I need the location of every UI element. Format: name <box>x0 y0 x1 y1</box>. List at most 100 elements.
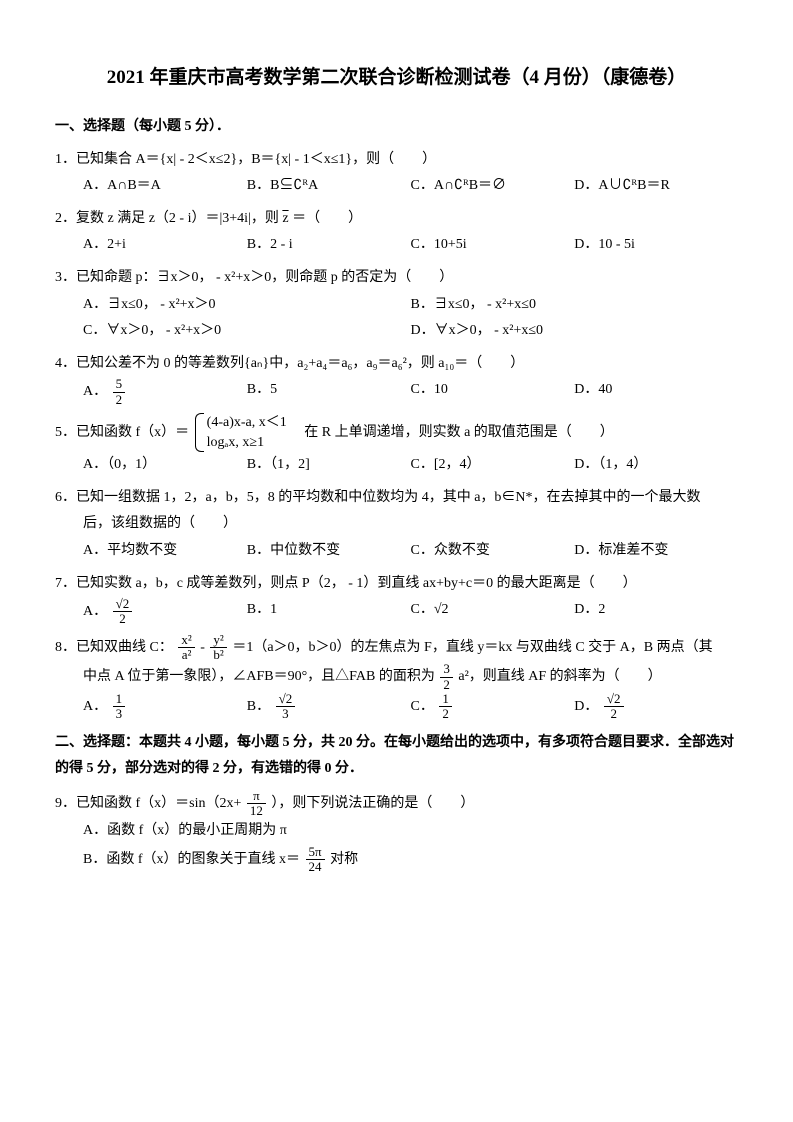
q8-f1-num: x² <box>178 633 194 648</box>
q8-opt-d-frac: √2 2 <box>604 692 624 722</box>
q9-arg-frac: π 12 <box>247 789 266 819</box>
q5-text-post: 在 R 上单调递增，则实数 a 的取值范围是（ ） <box>290 425 614 440</box>
q7-text: 7．已知实数 a，b，c 成等差数列，则点 P（2， - 1）到直线 ax+by… <box>55 571 738 598</box>
q6-opt-b: B．中位数不变 <box>247 538 411 565</box>
q8-opt-d-pre: D． <box>574 699 598 714</box>
q8-line1-post: ＝1（a＞0，b＞0）的左焦点为 F，直线 y＝kx 与双曲线 C 交于 A，B… <box>232 640 712 655</box>
q8-area-num: 3 <box>440 662 453 677</box>
q2-zbar: z <box>282 211 288 226</box>
page-title: 2021 年重庆市高考数学第二次联合诊断检测试卷（4 月份）（康德卷） <box>55 60 738 96</box>
q1-opt-c: C．A∩∁ᴿB＝∅ <box>411 173 575 200</box>
q4-opt-a-pre: A． <box>83 384 107 399</box>
q7-opt-a-den: 2 <box>113 612 133 626</box>
q9-opt-b-den: 24 <box>306 860 325 874</box>
q2-opt-c: C．10+5i <box>411 232 575 259</box>
q4-opt-c: C．10 <box>411 377 575 407</box>
q4-opt-b: B．5 <box>247 377 411 407</box>
q7-opt-b: B．1 <box>247 597 411 627</box>
q2-text: 2．复数 z 满足 z（2 - i）＝|3+4i|，则 z ＝（ ） <box>55 206 738 233</box>
q8-opt-c-num: 1 <box>439 692 452 707</box>
q8-opt-a-frac: 1 3 <box>113 692 126 722</box>
q8-area-den: 2 <box>440 678 453 692</box>
q4-opt-d: D．40 <box>574 377 738 407</box>
question-1: 1．已知集合 A＝{x| - 2＜x≤2}，B＝{x| - 1＜x≤1}，则（ … <box>55 147 738 200</box>
q2-opt-b: B．2 - i <box>247 232 411 259</box>
q8-f2-num: y² <box>210 633 226 648</box>
q3-text: 3．已知命题 p：∃x＞0， - x²+x＞0，则命题 p 的否定为（ ） <box>55 265 738 292</box>
q8-opt-c-frac: 1 2 <box>439 692 452 722</box>
q7-opt-c: C．√2 <box>411 597 575 627</box>
q8-line2-pre: 中点 A 位于第一象限），∠AFB＝90°，且△FAB 的面积为 <box>83 669 435 684</box>
q8-opt-c-pre: C． <box>411 699 434 714</box>
q5-piece1: (4-a)x-a, x＜1 <box>207 413 287 433</box>
q9-opt-b-pre: B．函数 f（x）的图象关于直线 x＝ <box>83 852 300 867</box>
q9-arg-num: π <box>247 789 266 804</box>
question-4: 4．已知公差不为 0 的等差数列{aₙ}中，a₂+a₄＝a₆，a₉＝a₆²，则 … <box>55 351 738 407</box>
q8-opt-b-den: 3 <box>276 707 296 721</box>
q3-opt-a: A．∃x≤0， - x²+x＞0 <box>83 292 411 319</box>
q1-opt-a: A．A∩B＝A <box>83 173 247 200</box>
q9-opt-a: A．函数 f（x）的最小正周期为 π <box>83 818 738 845</box>
question-5: 5．已知函数 f（x）＝ (4-a)x-a, x＜1 logₐx, x≥1 在 … <box>55 413 738 479</box>
q5-opt-b: B．（1，2] <box>247 452 411 479</box>
q8-opt-c: C． 1 2 <box>411 692 575 722</box>
q6-opt-a: A．平均数不变 <box>83 538 247 565</box>
question-9: 9．已知函数 f（x）＝sin（2x+ π 12 ），则下列说法正确的是（ ） … <box>55 789 738 875</box>
q1-text: 1．已知集合 A＝{x| - 2＜x≤2}，B＝{x| - 1＜x≤1}，则（ … <box>55 147 738 174</box>
question-3: 3．已知命题 p：∃x＞0， - x²+x＞0，则命题 p 的否定为（ ） A．… <box>55 265 738 345</box>
q9-opt-b: B．函数 f（x）的图象关于直线 x＝ 5π 24 对称 <box>83 845 738 875</box>
question-2: 2．复数 z 满足 z（2 - i）＝|3+4i|，则 z ＝（ ） A．2+i… <box>55 206 738 259</box>
q9-opt-b-frac: 5π 24 <box>306 845 325 875</box>
q5-opt-d: D．（1，4） <box>574 452 738 479</box>
q3-opt-d: D．∀x＞0， - x²+x≤0 <box>411 318 739 345</box>
q3-opt-b: B．∃x≤0， - x²+x≤0 <box>411 292 739 319</box>
q8-opt-d-den: 2 <box>604 707 624 721</box>
q8-opt-a-pre: A． <box>83 699 107 714</box>
q8-minus: - <box>200 640 205 655</box>
q8-f2-den: b² <box>210 648 226 662</box>
q2-opt-d: D．10 - 5i <box>574 232 738 259</box>
q8-opt-b-frac: √2 3 <box>276 692 296 722</box>
q8-f1-den: a² <box>178 648 194 662</box>
q4-opt-a: A． 5 2 <box>83 377 247 407</box>
q6-line2: 后，该组数据的（ ） <box>83 511 738 538</box>
q7-opt-a: A． √2 2 <box>83 597 247 627</box>
q7-opt-d: D．2 <box>574 597 738 627</box>
q8-opt-b: B． √2 3 <box>247 692 411 722</box>
q8-opt-a: A． 1 3 <box>83 692 247 722</box>
q4-opt-a-den: 2 <box>113 393 126 407</box>
q5-text: 5．已知函数 f（x）＝ (4-a)x-a, x＜1 logₐx, x≥1 在 … <box>55 413 738 452</box>
q5-piece2: logₐx, x≥1 <box>207 433 287 453</box>
q4-text: 4．已知公差不为 0 的等差数列{aₙ}中，a₂+a₄＝a₆，a₉＝a₆²，则 … <box>55 351 738 378</box>
q9-text-pre: 9．已知函数 f（x）＝sin（2x+ <box>55 796 241 811</box>
q9-text: 9．已知函数 f（x）＝sin（2x+ π 12 ），则下列说法正确的是（ ） <box>55 789 738 819</box>
q9-opt-b-num: 5π <box>306 845 325 860</box>
q8-opt-d-num: √2 <box>604 692 624 707</box>
q9-opt-b-post: 对称 <box>330 852 358 867</box>
q8-opt-a-num: 1 <box>113 692 126 707</box>
question-8: 8．已知双曲线 C： x² a² - y² b² ＝1（a＞0，b＞0）的左焦点… <box>55 633 738 722</box>
q8-f1: x² a² <box>178 633 194 663</box>
question-6: 6．已知一组数据 1，2，a，b，5，8 的平均数和中位数均为 4，其中 a，b… <box>55 485 738 565</box>
q8-line2-post: a²，则直线 AF 的斜率为（ ） <box>458 669 661 684</box>
q6-opt-d: D．标准差不变 <box>574 538 738 565</box>
q8-line1: 8．已知双曲线 C： x² a² - y² b² ＝1（a＞0，b＞0）的左焦点… <box>55 633 738 663</box>
q8-line1-pre: 8．已知双曲线 C： <box>55 640 173 655</box>
q6-opt-c: C．众数不变 <box>411 538 575 565</box>
question-7: 7．已知实数 a，b，c 成等差数列，则点 P（2， - 1）到直线 ax+by… <box>55 571 738 627</box>
q5-opt-a: A．（0，1） <box>83 452 247 479</box>
q8-opt-a-den: 3 <box>113 707 126 721</box>
q8-line2: 中点 A 位于第一象限），∠AFB＝90°，且△FAB 的面积为 3 2 a²，… <box>83 662 738 692</box>
section1-header: 一、选择题（每小题 5 分）． <box>55 114 738 141</box>
q7-opt-a-pre: A． <box>83 604 107 619</box>
q1-opt-d: D．A∪∁ᴿB＝R <box>574 173 738 200</box>
q5-text-pre: 5．已知函数 f（x）＝ <box>55 425 189 440</box>
q6-line1: 6．已知一组数据 1，2，a，b，5，8 的平均数和中位数均为 4，其中 a，b… <box>55 485 738 512</box>
section2-header: 二、选择题：本题共 4 小题，每小题 5 分，共 20 分。在每小题给出的选项中… <box>55 730 738 783</box>
q8-f2: y² b² <box>210 633 226 663</box>
q8-opt-b-pre: B． <box>247 699 270 714</box>
q2-text-post: ＝（ ） <box>292 211 362 226</box>
q4-opt-a-frac: 5 2 <box>113 377 126 407</box>
q1-opt-b: B．B⊆∁ᴿA <box>247 173 411 200</box>
q8-opt-c-den: 2 <box>439 707 452 721</box>
